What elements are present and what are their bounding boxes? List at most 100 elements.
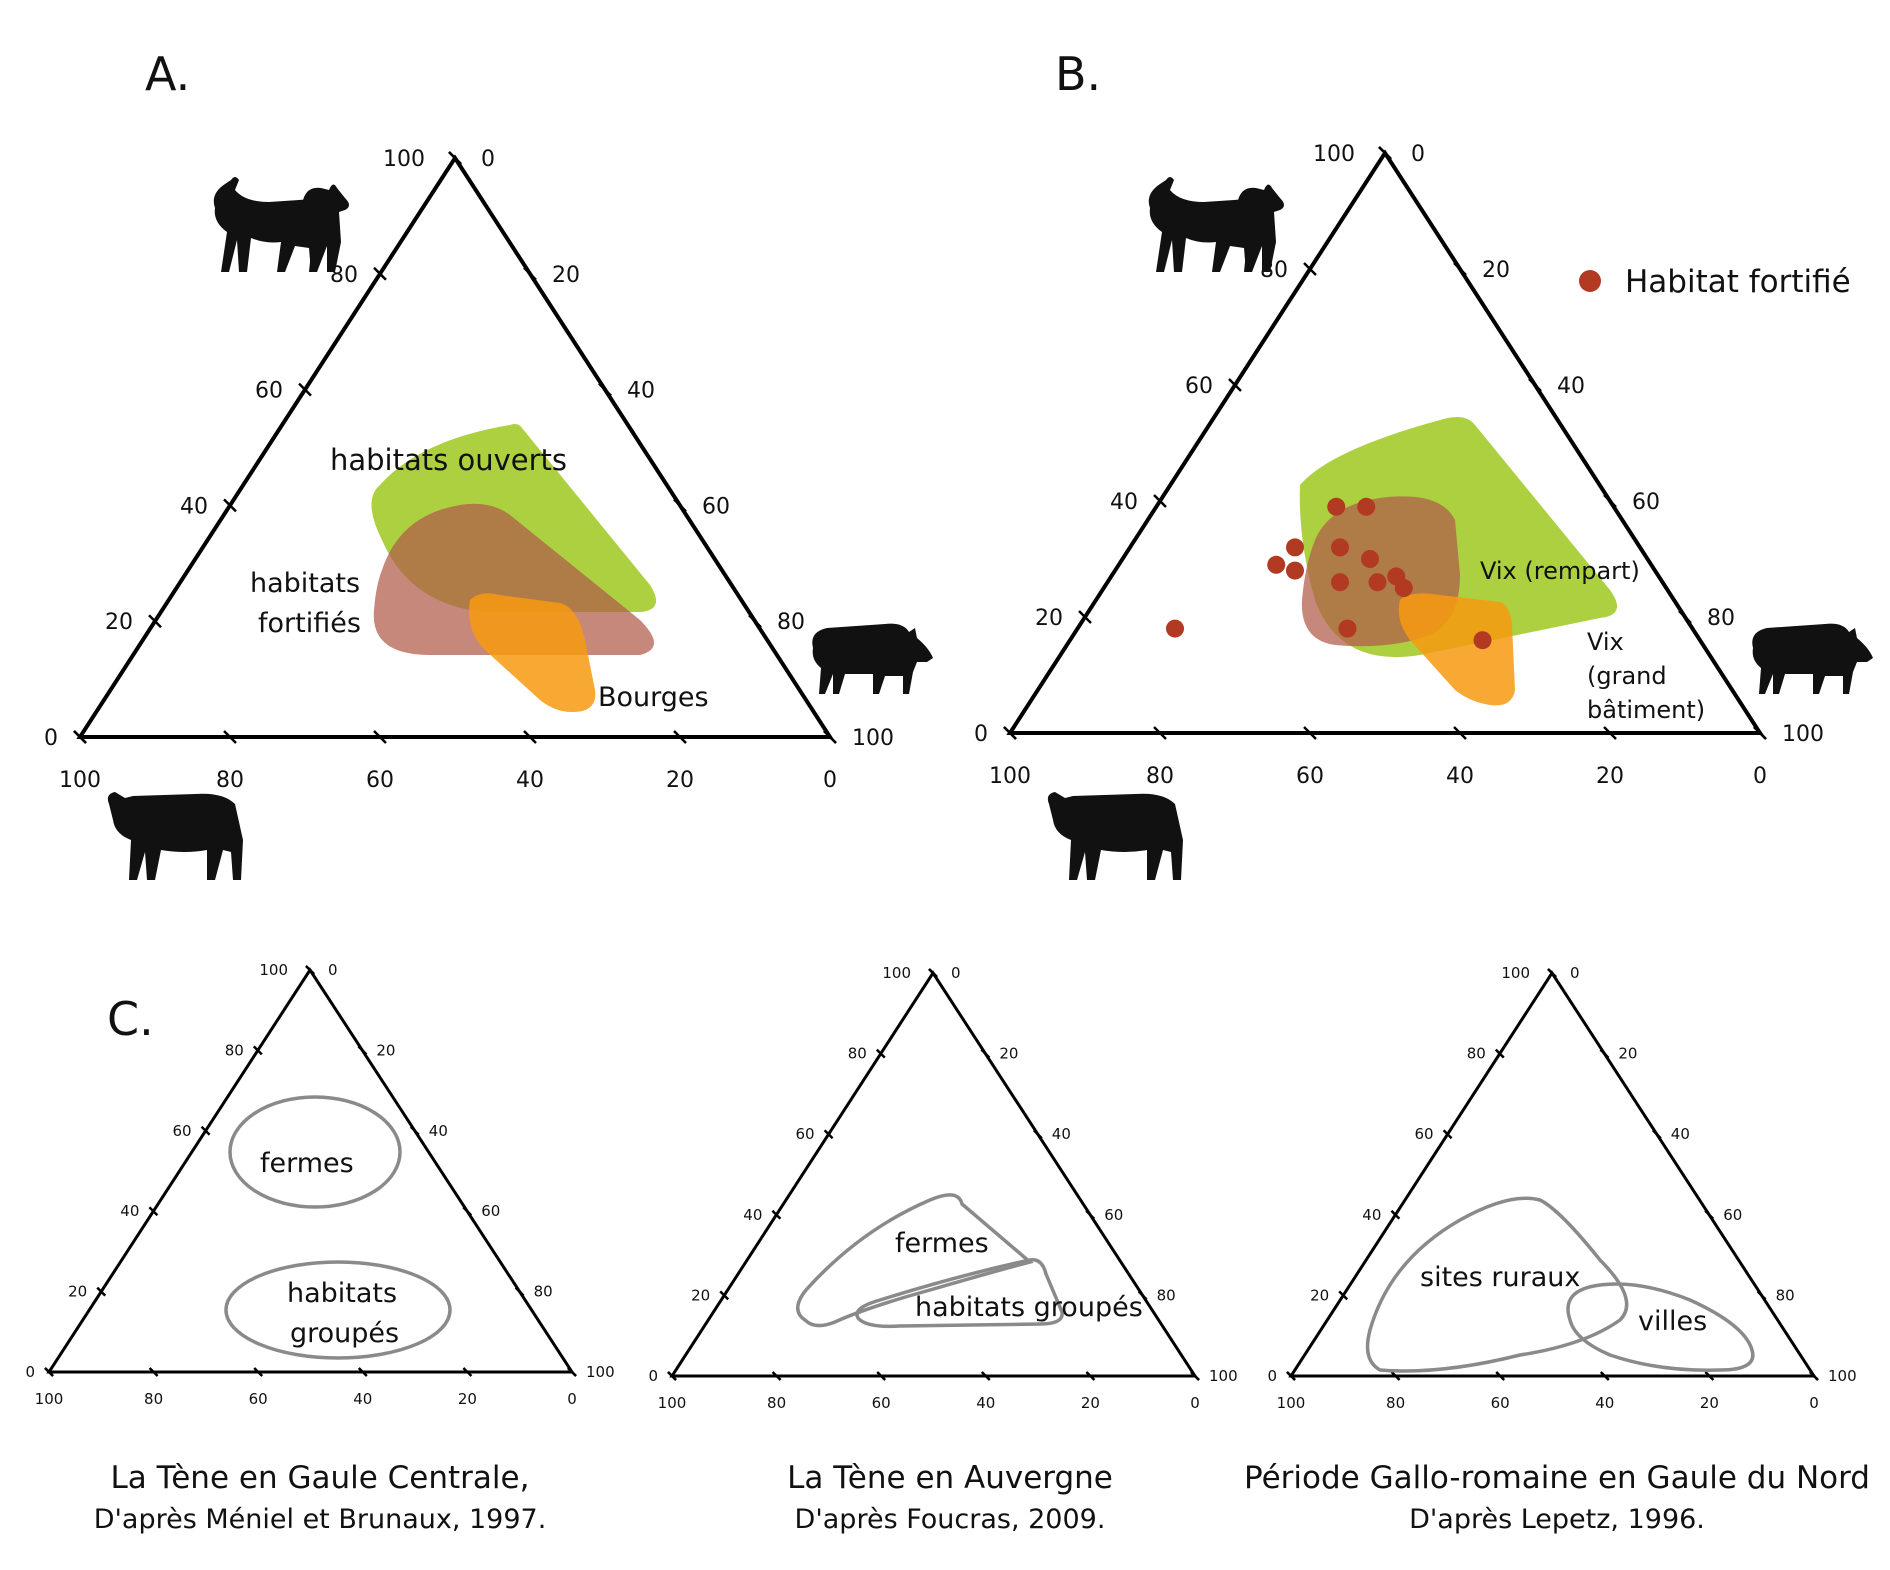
tick-right-20 (357, 1045, 368, 1056)
tick-label-left-80: 80 (225, 1041, 244, 1059)
tick-bottom-100 (667, 1371, 677, 1381)
tick-label-right-80: 80 (534, 1283, 553, 1301)
tick-label-left-100: 100 (1501, 964, 1530, 982)
goat-sheep-icon (213, 177, 349, 272)
point-4 (1361, 550, 1379, 568)
tick-bottom-0 (1809, 1371, 1819, 1381)
tick-label-right-0: 0 (328, 961, 338, 979)
tick-label-bottom-20: 20 (1081, 1394, 1100, 1412)
tick-bottom-60 (253, 1367, 264, 1377)
tick-label-left-20: 20 (691, 1286, 710, 1304)
outline-fermes-c1 (228, 1095, 402, 1209)
tick-left-20 (719, 1290, 730, 1301)
tick-right-60 (462, 1206, 473, 1217)
caption-source-c3: D'après Lepetz, 1996. (1409, 1504, 1705, 1535)
tick-label-right-100: 100 (1209, 1367, 1238, 1385)
tick-label-right-100: 100 (1782, 722, 1824, 747)
triangle-b (1006, 149, 1764, 735)
point-6 (1267, 555, 1286, 574)
label-habitats: habitats (250, 568, 360, 599)
tick-label-left-60: 60 (255, 379, 283, 404)
tick-label-left-20: 20 (1310, 1286, 1329, 1304)
tick-label-bottom-80: 80 (144, 1390, 163, 1408)
tick-label-bottom-60: 60 (366, 768, 394, 793)
tick-label-left-40: 40 (1110, 490, 1138, 515)
tick-label-left-0: 0 (44, 726, 58, 751)
tick-right-40 (1651, 1129, 1662, 1140)
tick-right-20 (523, 266, 537, 281)
tick-label-right-80: 80 (777, 610, 805, 635)
triangle-a (76, 154, 834, 739)
tick-left-80 (252, 1045, 263, 1056)
tick-label-right-100: 100 (586, 1363, 615, 1381)
tick-left-40 (223, 498, 237, 513)
point-11 (1166, 619, 1184, 638)
tick-left-20 (148, 614, 162, 629)
tick-label-right-100: 100 (1828, 1367, 1857, 1385)
label-groupes-c1: groupés (290, 1318, 399, 1349)
label-fermes-c1: fermes (260, 1148, 354, 1179)
tick-label-left-80: 80 (1467, 1045, 1486, 1063)
tick-label-right-0: 0 (951, 964, 961, 982)
tick-label-bottom-80: 80 (1386, 1394, 1405, 1412)
tick-label-left-40: 40 (180, 494, 208, 519)
ticks-c3: 100 80 60 40 20 0 0 20 40 60 80 100 100 80 60 40 20 0 (1267, 964, 1856, 1412)
tick-label-bottom-80: 80 (1146, 764, 1174, 789)
tick-bottom-20 (1603, 726, 1617, 740)
tick-right-40 (409, 1125, 420, 1136)
goat-sheep-icon (1148, 177, 1284, 272)
tick-label-left-40: 40 (743, 1206, 762, 1224)
tick-left-20 (96, 1286, 107, 1297)
tick-left-60 (298, 382, 312, 397)
tick-bottom-40 (1453, 726, 1467, 740)
panel-letter-b: B. (1055, 47, 1101, 101)
tick-left-40 (148, 1206, 159, 1217)
tick-bottom-100 (1003, 726, 1017, 740)
tick-right-0 (448, 151, 462, 165)
tick-label-left-100: 100 (882, 964, 911, 982)
tick-label-bottom-20: 20 (458, 1390, 477, 1408)
point-2 (1286, 538, 1304, 557)
panel-c-auvergne: 100 80 60 40 20 0 0 20 40 60 80 100 100 80 60 40 20 0 fer… (648, 964, 1237, 1535)
region-bourges (469, 593, 596, 712)
panel-letter-c: C. (107, 992, 154, 1046)
tick-bottom-80 (223, 730, 237, 744)
panel-letter-a: A. (145, 47, 190, 101)
tick-left-60 (1442, 1129, 1453, 1140)
tick-right-0 (1378, 146, 1392, 160)
ticks-c1: 100 80 60 40 20 0 0 20 40 60 80 100 100 80 60 40 20 0 (25, 961, 614, 1408)
tick-label-right-60: 60 (702, 494, 730, 519)
tick-label-right-20: 20 (1482, 258, 1510, 283)
tick-bottom-60 (1495, 1371, 1506, 1381)
tick-bottom-100 (1286, 1371, 1296, 1381)
point-3 (1331, 538, 1349, 557)
caption-source-c1: D'après Méniel et Brunaux, 1997. (94, 1504, 547, 1535)
outline-villes-c3 (1566, 1282, 1755, 1372)
tick-label-right-60: 60 (1723, 1206, 1742, 1224)
label-fermes-c2: fermes (895, 1228, 989, 1259)
tick-bottom-80 (148, 1367, 159, 1377)
tick-left-80 (1303, 262, 1317, 276)
habitat-fortifie-points (1166, 497, 1492, 650)
caption-source-c2: D'après Foucras, 2009. (795, 1504, 1106, 1535)
tick-left-60 (823, 1129, 834, 1140)
tick-label-left-60: 60 (173, 1122, 192, 1140)
tick-bottom-40 (980, 1371, 991, 1381)
outline-habitats-groupes-c1 (224, 1260, 452, 1360)
annotation-grand: (grand (1587, 662, 1667, 690)
tick-bottom-40 (523, 730, 537, 744)
tick-right-60 (1704, 1209, 1715, 1220)
tick-label-left-60: 60 (796, 1125, 815, 1143)
tick-left-20 (1078, 610, 1092, 624)
tick-label-left-100: 100 (383, 147, 425, 172)
tick-bottom-40 (357, 1367, 368, 1377)
label-sites-ruraux-c3: sites ruraux (1420, 1262, 1580, 1293)
tick-right-60 (1085, 1209, 1096, 1220)
tick-label-left-20: 20 (1035, 606, 1063, 631)
tick-label-right-40: 40 (429, 1122, 448, 1140)
tick-label-right-20: 20 (1618, 1045, 1637, 1063)
panel-c-gaule-du-nord: 100 80 60 40 20 0 0 20 40 60 80 100 100 80 60 40 20 0 sit… (1244, 964, 1870, 1535)
tick-left-80 (373, 266, 387, 281)
tick-label-right-60: 60 (1104, 1206, 1123, 1224)
tick-label-right-80: 80 (1157, 1286, 1176, 1304)
